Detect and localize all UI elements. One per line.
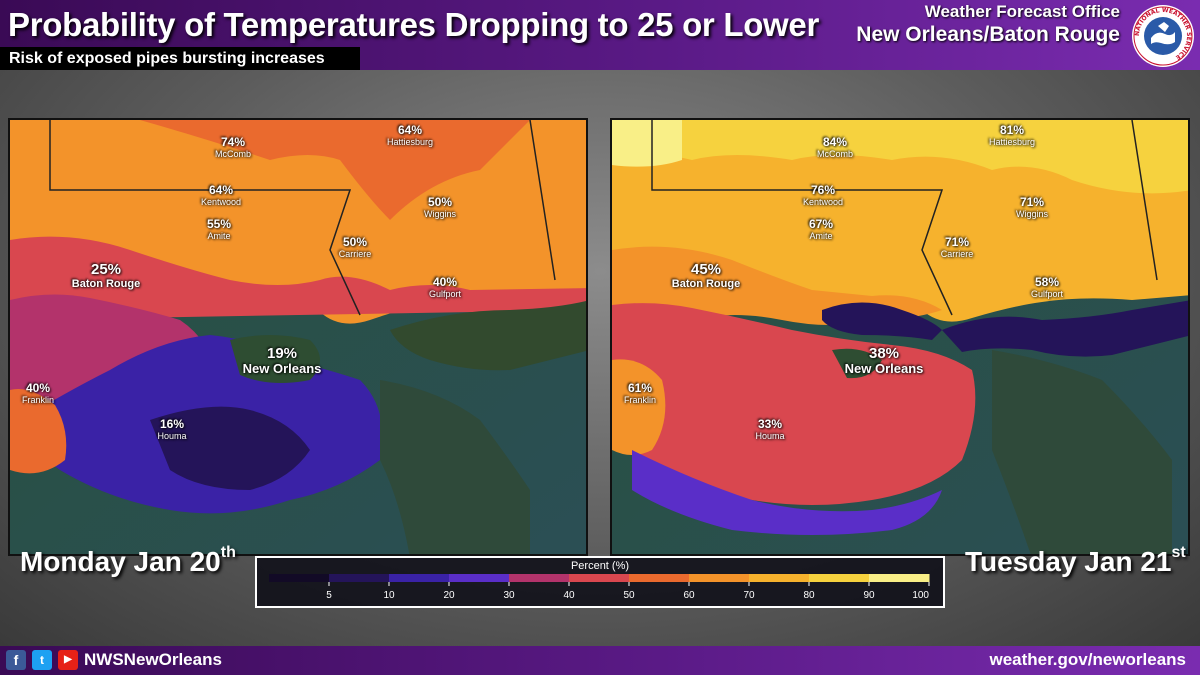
header-bar: Probability of Temperatures Dropping to … xyxy=(0,0,1200,70)
city-label: 74% McComb xyxy=(214,135,252,160)
city-label: 33% Houma xyxy=(755,417,785,442)
city-label: 64% Kentwood xyxy=(200,183,242,208)
city-label: 71% Carriere xyxy=(940,235,974,260)
city-label: 50% Carriere xyxy=(338,235,372,260)
city-label: 71% Wiggins xyxy=(1015,195,1049,220)
legend-swatch xyxy=(869,574,930,582)
office-line1: Weather Forecast Office xyxy=(924,2,1120,21)
city-label: 55% Amite xyxy=(206,217,232,242)
city-label: 40% Franklin xyxy=(21,381,55,406)
forecast-office: Weather Forecast Office New Orleans/Bato… xyxy=(856,2,1120,48)
legend-swatch xyxy=(809,574,870,582)
youtube-icon[interactable]: ▶ xyxy=(58,650,78,670)
legend-title: Percent (%) xyxy=(570,560,630,572)
page-title: Probability of Temperatures Dropping to … xyxy=(8,6,820,43)
legend-swatch xyxy=(509,574,570,582)
legend-tick-label: 60 xyxy=(683,590,695,601)
monday-label: Monday Jan 20th xyxy=(20,544,236,577)
city-label: 38% New Orleans xyxy=(844,345,924,376)
twitter-icon[interactable]: t xyxy=(32,650,52,670)
footer-bar: f t ▶ NWSNewOrleans weather.gov/neworlea… xyxy=(0,646,1200,675)
legend-tick-label: 20 xyxy=(443,590,455,601)
city-label: 81% Hattiesburg xyxy=(988,123,1036,148)
facebook-icon[interactable]: f xyxy=(6,650,26,670)
legend-tick-label: 50 xyxy=(623,590,635,601)
legend-tick-label: 10 xyxy=(383,590,395,601)
legend-swatch xyxy=(269,574,330,582)
legend-swatch xyxy=(749,574,810,582)
city-label: 40% Gulfport xyxy=(428,275,462,300)
city-label: 64% Hattiesburg xyxy=(386,123,434,148)
office-line2: New Orleans/Baton Rouge xyxy=(856,23,1120,46)
city-label: 50% Wiggins xyxy=(423,195,457,220)
tuesday-label: Tuesday Jan 21st xyxy=(965,544,1186,577)
city-label: 19% New Orleans xyxy=(242,345,322,376)
city-label: 45% Baton Rouge xyxy=(671,261,741,291)
city-label: 67% Amite xyxy=(808,217,834,242)
legend-swatch xyxy=(689,574,750,582)
monday-map: 74% McComb 64% Hattiesburg 64% Kentwood … xyxy=(8,118,588,556)
monday-probability-map xyxy=(10,120,586,554)
legend-tick-label: 30 xyxy=(503,590,515,601)
tuesday-map: 84% McComb 81% Hattiesburg 76% Kentwood … xyxy=(610,118,1190,556)
city-label: 61% Franklin xyxy=(623,381,657,406)
legend-tick-label: 5 xyxy=(326,590,332,601)
legend-swatch xyxy=(449,574,510,582)
legend-tick-label: 80 xyxy=(803,590,815,601)
city-label: 16% Houma xyxy=(157,417,187,442)
page-subtitle: Risk of exposed pipes bursting increases xyxy=(9,50,325,67)
legend-swatch xyxy=(329,574,390,582)
social-handle[interactable]: NWSNewOrleans xyxy=(84,650,222,669)
legend-colorbar: 5 10 20 30 40 50 60 70 80 90 100 xyxy=(269,574,930,601)
legend-tick-label: 70 xyxy=(743,590,755,601)
legend-tick-label: 100 xyxy=(912,590,929,601)
subtitle-bar xyxy=(0,47,360,70)
legend-tick-label: 90 xyxy=(863,590,875,601)
legend-swatch xyxy=(629,574,690,582)
website-link[interactable]: weather.gov/neworleans xyxy=(989,650,1186,669)
stage-background: 74% McComb 64% Hattiesburg 64% Kentwood … xyxy=(0,70,1200,646)
legend-swatch xyxy=(569,574,630,582)
tuesday-probability-map xyxy=(612,120,1188,554)
city-label: 58% Gulfport xyxy=(1030,275,1064,300)
nws-logo-icon: NATIONAL WEATHER SERVICE xyxy=(1132,5,1194,67)
percent-legend: Percent (%) 5 10 20 30 40 50 60 70 80 90 100 xyxy=(255,556,945,608)
city-label: 76% Kentwood xyxy=(802,183,844,208)
legend-swatch xyxy=(389,574,450,582)
city-label: 84% McComb xyxy=(816,135,854,160)
legend-tick-label: 40 xyxy=(563,590,575,601)
city-label: 25% Baton Rouge xyxy=(71,261,141,291)
